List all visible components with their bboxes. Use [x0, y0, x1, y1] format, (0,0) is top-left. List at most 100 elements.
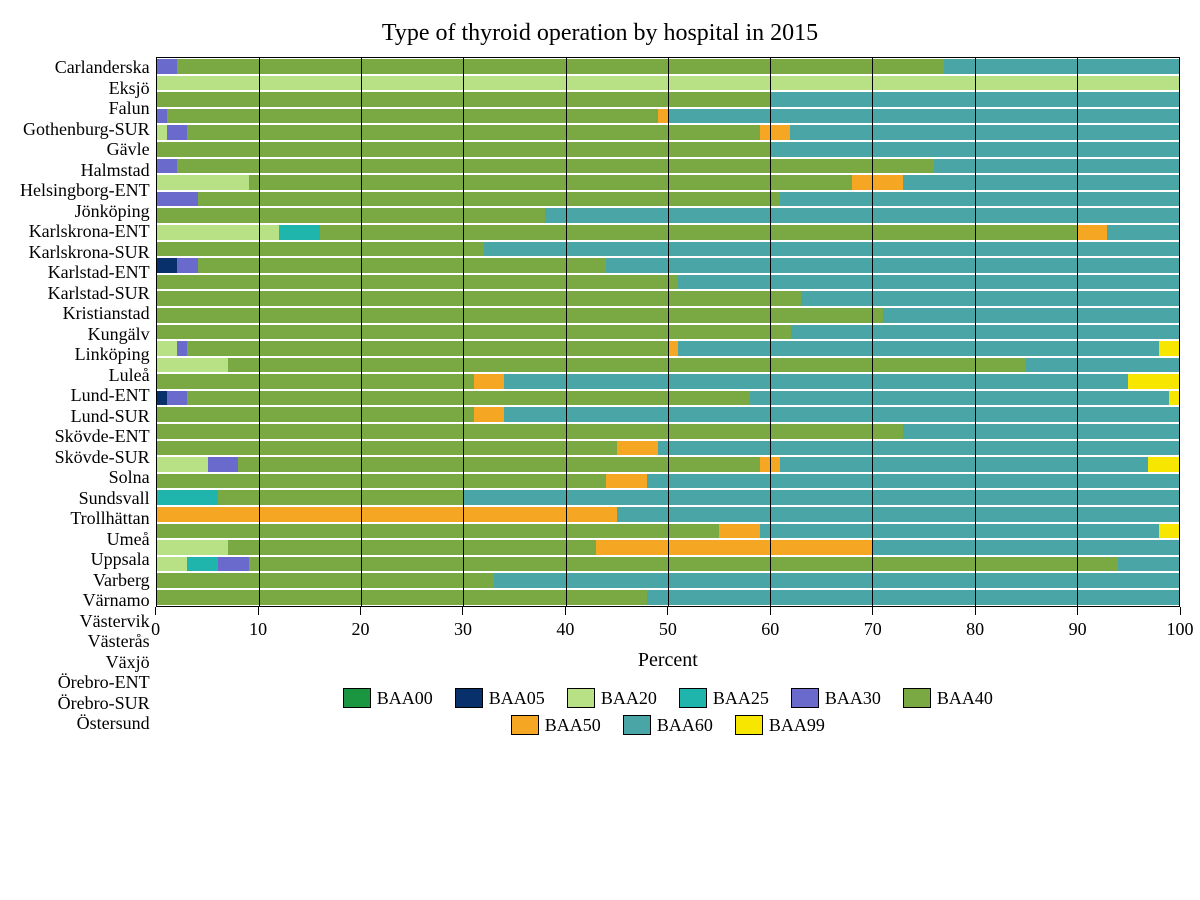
legend-label: BAA20	[601, 688, 657, 709]
bar-row	[157, 124, 1179, 141]
bar-row	[157, 58, 1179, 75]
bar-segment-BAA40	[238, 457, 759, 472]
bar-segment-BAA40	[157, 92, 770, 107]
bar-segment-BAA60	[872, 540, 1179, 555]
bar-segment-BAA40	[157, 474, 607, 489]
bar-row	[157, 440, 1179, 457]
y-axis-label: Karlstad-ENT	[20, 262, 156, 283]
bar-segment-BAA60	[750, 391, 1169, 406]
y-axis-labels: CarlanderskaEksjöFalunGothenburg-SURGävl…	[20, 57, 156, 736]
legend-label: BAA00	[377, 688, 433, 709]
x-tick	[462, 607, 463, 615]
bar-segment-BAA60	[790, 125, 1178, 140]
bar-segment-BAA50	[474, 407, 505, 422]
bar-segment-BAA20	[157, 358, 229, 373]
chart-title: Type of thyroid operation by hospital in…	[20, 20, 1180, 47]
legend-item: BAA50	[511, 715, 601, 736]
bar-row	[157, 390, 1179, 407]
bar-row	[157, 108, 1179, 125]
legend-item: BAA99	[735, 715, 825, 736]
bar-segment-BAA50	[474, 374, 505, 389]
bar-segment-BAA60	[504, 374, 1128, 389]
bar-segment-BAA40	[249, 175, 852, 190]
bar-segment-BAA99	[1128, 374, 1179, 389]
bar-segment-BAA05	[157, 258, 177, 273]
bar-row	[157, 556, 1179, 573]
bar-row	[157, 174, 1179, 191]
bar-segment-BAA60	[944, 59, 1179, 74]
legend-swatch	[791, 688, 819, 708]
legend-swatch	[735, 715, 763, 735]
y-axis-label: Växjö	[20, 652, 156, 673]
y-axis-label: Västerås	[20, 631, 156, 652]
legend-swatch	[511, 715, 539, 735]
legend-swatch	[623, 715, 651, 735]
legend-swatch	[455, 688, 483, 708]
y-axis-label: Karlskrona-SUR	[20, 242, 156, 263]
bar-row	[157, 290, 1179, 307]
bar-segment-BAA60	[903, 175, 1179, 190]
bar-segment-BAA40	[198, 192, 781, 207]
bar-segment-BAA40	[157, 208, 545, 223]
bar-segment-BAA40	[157, 573, 494, 588]
bar-segment-BAA05	[157, 391, 167, 406]
bar-row	[157, 224, 1179, 241]
bar-segment-BAA50	[1077, 225, 1108, 240]
bar-segment-BAA40	[187, 125, 760, 140]
y-axis-label: Örebro-ENT	[20, 672, 156, 693]
bar-segment-BAA50	[760, 457, 780, 472]
bar-row	[157, 423, 1179, 440]
bar-segment-BAA60	[678, 275, 1179, 290]
legend-item: BAA05	[455, 688, 545, 709]
bar-segment-BAA30	[167, 391, 187, 406]
bar-segment-BAA20	[157, 175, 249, 190]
bar-segment-BAA40	[157, 407, 474, 422]
bar-segment-BAA40	[157, 590, 648, 605]
bar-row	[157, 75, 1179, 92]
bar-row	[157, 91, 1179, 108]
bar-row	[157, 141, 1179, 158]
chart-container: Type of thyroid operation by hospital in…	[20, 20, 1180, 736]
bar-segment-BAA60	[770, 142, 1179, 157]
bar-segment-BAA60	[658, 441, 1179, 456]
y-axis-label: Helsingborg-ENT	[20, 180, 156, 201]
x-tick-label: 50	[659, 619, 677, 640]
legend-item: BAA60	[623, 715, 713, 736]
bar-segment-BAA20	[157, 540, 229, 555]
y-axis-label: Gävle	[20, 139, 156, 160]
bar-segment-BAA99	[1159, 524, 1179, 539]
y-axis-label: Linköping	[20, 344, 156, 365]
bar-segment-BAA60	[647, 590, 1179, 605]
bar-segment-BAA40	[187, 391, 749, 406]
legend-label: BAA99	[769, 715, 825, 736]
legend-item: BAA40	[903, 688, 993, 709]
bar-row	[157, 340, 1179, 357]
bar-segment-BAA30	[157, 59, 177, 74]
x-tick	[1180, 607, 1181, 615]
bar-segment-BAA20	[157, 125, 167, 140]
bar-segment-BAA25	[187, 557, 218, 572]
bar-segment-BAA40	[177, 159, 934, 174]
bar-segment-BAA20	[157, 225, 280, 240]
bar-segment-BAA99	[1159, 341, 1179, 356]
bar-segment-BAA50	[596, 540, 872, 555]
bar-row	[157, 406, 1179, 423]
x-tick	[975, 607, 976, 615]
bar-segment-BAA60	[484, 242, 1179, 257]
bar-segment-BAA60	[801, 291, 1179, 306]
bar-segment-BAA50	[617, 441, 658, 456]
bar-row	[157, 207, 1179, 224]
bar-row	[157, 572, 1179, 589]
bar-segment-BAA40	[157, 242, 484, 257]
bar-segment-BAA60	[617, 507, 1179, 522]
bar-segment-BAA40	[218, 490, 463, 505]
bar-segment-BAA40	[157, 424, 903, 439]
bar-row	[157, 589, 1179, 606]
x-ticks	[156, 607, 1180, 617]
bar-segment-BAA20	[157, 557, 188, 572]
bar-segment-BAA50	[658, 109, 668, 124]
bar-segment-BAA40	[249, 557, 1118, 572]
bar-segment-BAA50	[760, 125, 791, 140]
bar-row	[157, 539, 1179, 556]
y-axis-label: Värnamo	[20, 590, 156, 611]
